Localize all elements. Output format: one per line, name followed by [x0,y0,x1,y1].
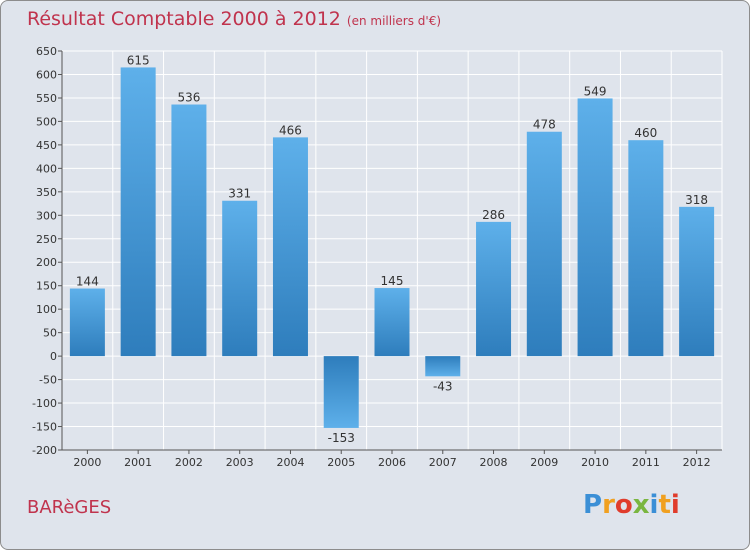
bar [272,137,308,357]
y-tick-label: 500 [36,115,57,128]
y-tick-label: 650 [36,45,57,58]
logo-letter: i [670,490,680,520]
bar [628,140,664,357]
data-label: 460 [634,126,657,140]
x-tick-label: 2003 [226,456,254,469]
x-tick-label: 2005 [327,456,355,469]
bars: 144 615 536 331 466 -153 145 -43 286 478 549 460 318 [69,53,715,445]
x-tick-label: 2002 [175,456,203,469]
bar [679,206,715,357]
data-label: 286 [482,208,505,222]
logo-letter: t [658,490,671,520]
bar [526,131,562,357]
logo-letter: r [602,490,615,520]
bar [374,288,410,357]
y-tick-label: 250 [36,233,57,246]
y-tick-label: -200 [32,444,57,457]
bar [120,67,156,357]
y-tick-label: 300 [36,209,57,222]
x-tick-label: 2008 [480,456,508,469]
logo-letter: o [614,490,633,520]
y-tick-label: 0 [50,350,57,363]
chart-title-text: Résultat Comptable 2000 à 2012 [27,8,341,30]
bar [171,104,207,357]
logo-letter: i [649,490,659,520]
x-tick-label: 2000 [73,456,101,469]
x-tick-label: 2012 [683,456,711,469]
y-tick-label: 550 [36,92,57,105]
data-label: 478 [533,118,556,132]
logo-letter: P [583,490,603,520]
y-tick-label: 350 [36,186,57,199]
y-tick-label: 50 [43,327,57,340]
y-tick-label: 100 [36,303,57,316]
chart-title: Résultat Comptable 2000 à 2012 (en millie… [27,8,441,30]
bar [222,200,258,357]
data-label: 549 [584,84,607,98]
y-tick-label: -150 [32,421,57,434]
x-tick-label: 2006 [378,456,406,469]
bar [577,98,613,357]
bar [476,221,512,357]
proxiti-logo: Proxiti [583,490,680,520]
y-tick-label: 400 [36,162,57,175]
logo-letter: x [632,490,650,520]
data-label: 615 [127,53,150,67]
data-label: 144 [76,275,99,289]
x-tick-label: 2010 [581,456,609,469]
y-tick-label: 450 [36,139,57,152]
bar [69,288,105,357]
bar [323,356,359,428]
data-label: 466 [279,123,302,137]
chart-subtitle: (en milliers d'€) [346,14,442,28]
x-tick-label: 2007 [429,456,457,469]
commune-name: BARèGES [27,497,112,518]
data-label: 145 [381,274,404,288]
grid-lines [61,50,723,451]
y-tick-label: 150 [36,280,57,293]
y-tick-label: -50 [39,374,57,387]
data-label: 318 [685,193,708,207]
axes: -200 -150 -100 -50 0 50 100 150 200 250 300 350 400 4… [32,45,722,469]
data-label: 536 [177,91,200,105]
y-tick-label: 600 [36,68,57,81]
data-label: -43 [433,379,453,393]
y-tick-label: 200 [36,256,57,269]
y-tick-label: -100 [32,397,57,410]
data-label: -153 [328,431,355,445]
x-tick-label: 2004 [276,456,304,469]
data-label: 331 [228,187,251,201]
plot-area [62,51,722,450]
x-tick-label: 2001 [124,456,152,469]
x-tick-label: 2009 [530,456,558,469]
x-tick-label: 2011 [632,456,660,469]
bar [425,356,461,377]
